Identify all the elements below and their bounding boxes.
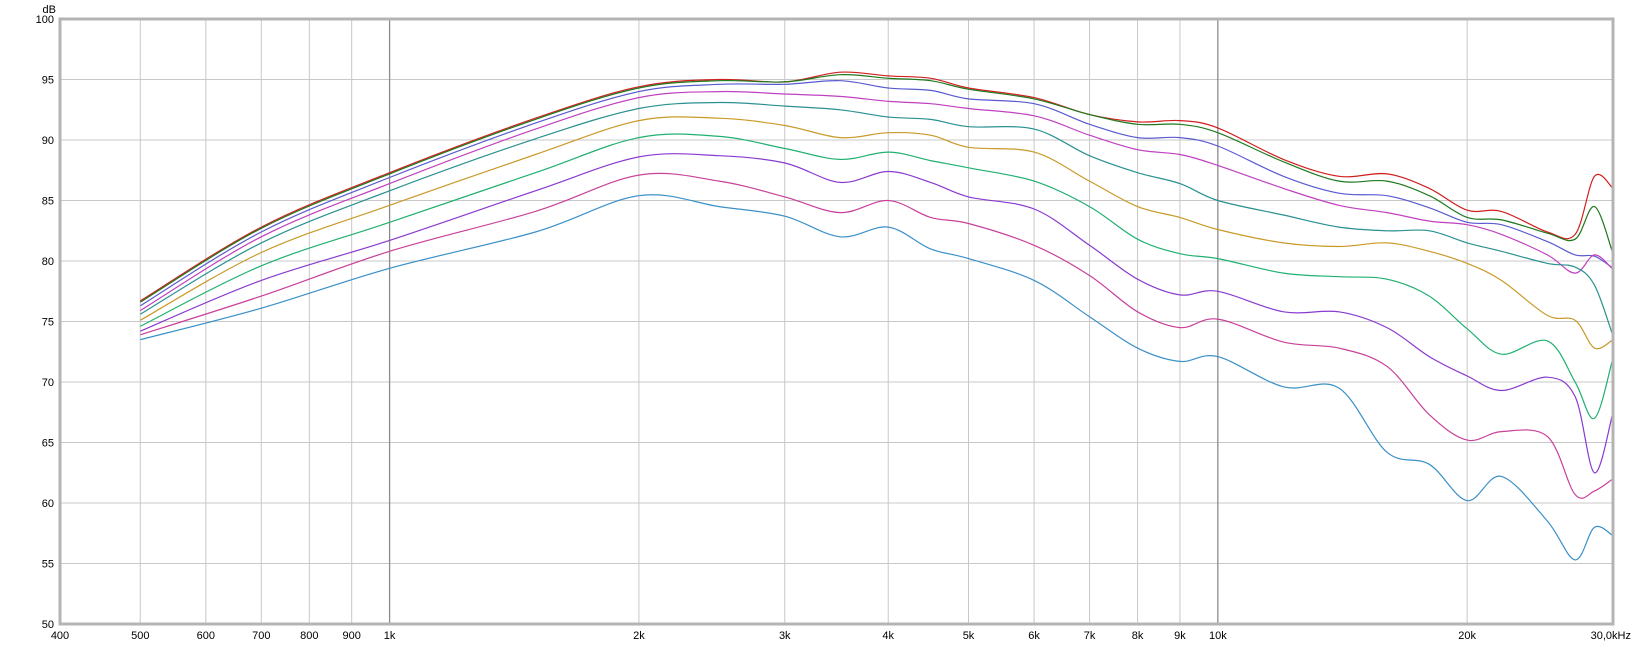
x-tick-label: 2k [633, 630, 645, 642]
y-tick-label: 70 [42, 377, 54, 389]
x-tick-label: 20k [1458, 630, 1476, 642]
y-tick-label: 95 [42, 75, 54, 87]
series-line-8 [140, 153, 1614, 474]
y-tick-label: 50 [42, 619, 54, 631]
x-tick-label: 3k [779, 630, 791, 642]
x-tick-label: 900 [343, 630, 361, 642]
series-line-5 [139, 101, 1614, 337]
x-tick-label: 7k [1084, 630, 1096, 642]
x-axis-ticks: 400 500 600 700 800 900 1k 2k 3k 4k 5k 6k 7k 8k 9k 10k 2… [51, 630, 1631, 642]
y-tick-label: 85 [42, 196, 54, 208]
series-line-6 [140, 116, 1614, 350]
x-tick-label: 6k [1028, 630, 1040, 642]
series-line-7 [140, 133, 1614, 420]
y-tick-label: 65 [42, 438, 54, 450]
x-tick-label: 10k [1209, 630, 1227, 642]
series-line-9 [140, 172, 1614, 499]
y-tick-label: 60 [42, 498, 54, 510]
y-axis-ticks: 50 55 60 65 70 75 80 85 90 95 100 [36, 14, 54, 631]
series-group [139, 71, 1614, 561]
x-tick-label: 700 [252, 630, 270, 642]
x-tick-label: 5k [963, 630, 975, 642]
x-tick-label: 4k [882, 630, 894, 642]
series-line-10 [140, 194, 1614, 561]
x-tick-label: 8k [1132, 630, 1144, 642]
series-line-3 [139, 80, 1614, 307]
x-tick-label: 30,0kHz [1591, 630, 1631, 642]
series-line-4 [139, 90, 1614, 312]
plot-frame [58, 17, 1615, 626]
x-tick-label: 400 [51, 630, 69, 642]
x-tick-label: 9k [1174, 630, 1186, 642]
y-unit-label: dB [43, 4, 56, 16]
y-tick-label: 100 [36, 14, 54, 26]
x-tick-label: 500 [131, 630, 149, 642]
x-tick-label: 800 [300, 630, 318, 642]
x-tick-label: 1k [384, 630, 396, 642]
y-tick-label: 55 [42, 559, 54, 571]
y-tick-label: 80 [42, 256, 54, 268]
series-line-2 [139, 74, 1614, 303]
y-tick-label: 75 [42, 317, 54, 329]
y-tick-label: 90 [42, 135, 54, 147]
x-tick-label: 600 [197, 630, 215, 642]
